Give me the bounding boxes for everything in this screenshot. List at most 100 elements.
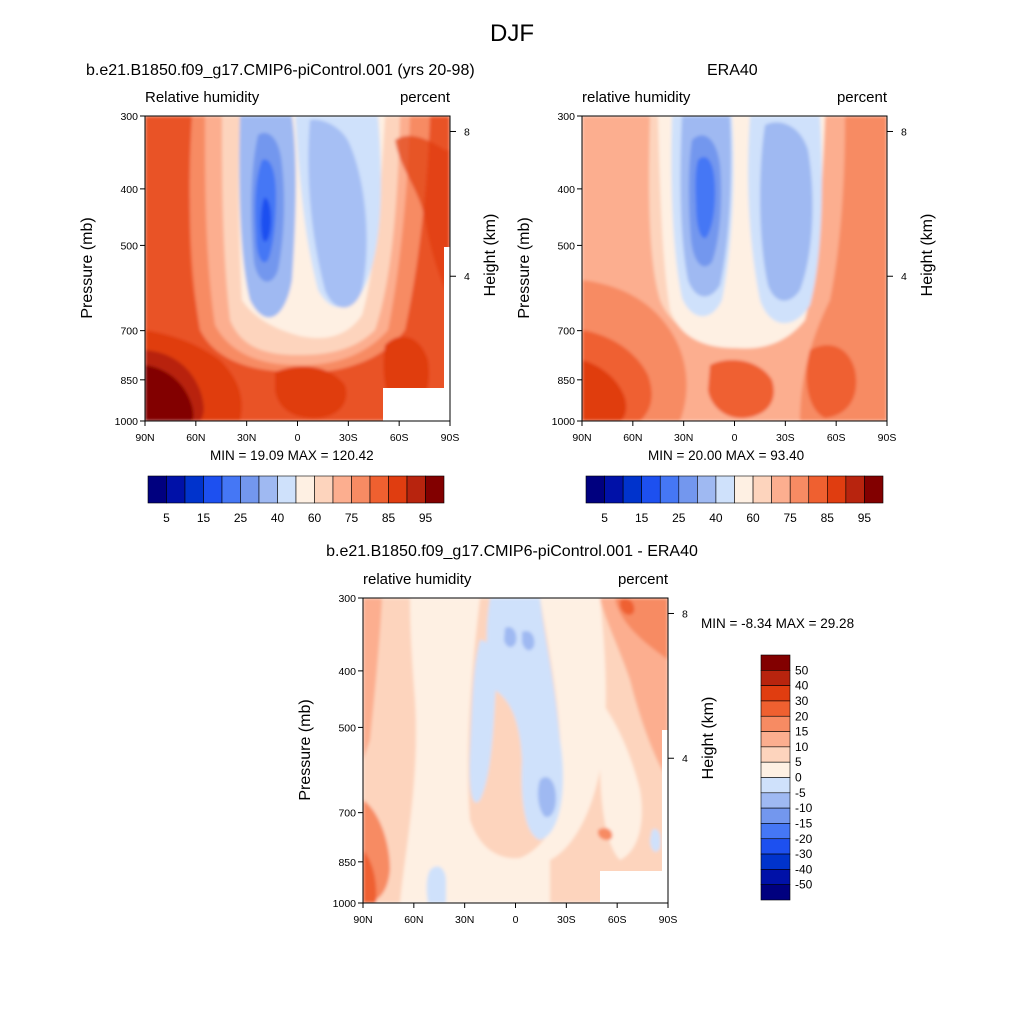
units-label-diff: percent xyxy=(617,571,668,588)
x-tick-label-diff: 90N xyxy=(353,914,372,926)
colorbar-box xyxy=(388,475,408,504)
pressure-tick-label-obs: 700 xyxy=(557,326,575,338)
x-tick-label-obs: 0 xyxy=(732,432,738,444)
x-tick-label-model: 30N xyxy=(237,432,256,444)
pressure-tick-label-diff: 300 xyxy=(338,593,356,605)
colorbar-label: -15 xyxy=(795,816,813,830)
colorbar-box xyxy=(760,853,791,870)
x-tick-label-diff: 60S xyxy=(608,914,627,926)
height-tick-label-obs: 8 xyxy=(901,126,907,138)
colorbar-box xyxy=(760,731,791,748)
x-tick-label-model: 30S xyxy=(339,432,358,444)
colorbar-label: 95 xyxy=(419,511,433,525)
colorbar-layer: 5 15 25 40 60 75 85 95 5 15 25 40 60 75 85 955040302015… xyxy=(147,475,884,901)
height-tick-label-model: 4 xyxy=(464,271,470,283)
pressure-tick-label-obs: 500 xyxy=(557,240,575,252)
colorbar-box xyxy=(295,475,315,504)
height-tick-label-obs: 4 xyxy=(901,271,907,283)
colorbar-label: 5 xyxy=(601,511,608,525)
variable-label-diff: relative humidity xyxy=(363,571,472,588)
colorbar-box xyxy=(760,654,791,671)
colorbar-label: 75 xyxy=(784,511,798,525)
colorbar-box xyxy=(678,475,698,504)
pressure-tick-label-obs: 400 xyxy=(557,184,575,196)
colorbar-box xyxy=(760,838,791,855)
panel-title-model: b.e21.B1850.f09_g17.CMIP6-piControl.001 … xyxy=(86,62,475,79)
colorbar-label: 85 xyxy=(382,511,396,525)
colorbar-box xyxy=(203,475,223,504)
panel-title-diff: b.e21.B1850.f09_g17.CMIP6-piControl.001 … xyxy=(326,543,698,560)
colorbar-box xyxy=(771,475,791,504)
ylabel-diff: Pressure (mb) xyxy=(297,699,314,800)
colorbar-box xyxy=(277,475,297,504)
ylabel-model: Pressure (mb) xyxy=(79,217,96,318)
colorbar-label: 95 xyxy=(858,511,872,525)
x-tick-label-obs: 30S xyxy=(776,432,795,444)
pressure-tick-label-model: 700 xyxy=(120,326,138,338)
stats-model: MIN = 19.09 MAX = 120.42 xyxy=(210,448,374,463)
colorbar-box xyxy=(184,475,204,504)
colorbar-label: 50 xyxy=(795,663,809,677)
variable-label-obs: relative humidity xyxy=(582,89,691,106)
colorbar-label: -40 xyxy=(795,862,813,876)
colorbar-label: -10 xyxy=(795,801,813,815)
colorbar-box xyxy=(332,475,352,504)
x-tick-label-diff: 0 xyxy=(513,914,519,926)
colorbar-box xyxy=(604,475,624,504)
colorbar-label: 25 xyxy=(672,511,686,525)
colorbar-label: 5 xyxy=(163,511,170,525)
x-tick-label-obs: 30N xyxy=(674,432,693,444)
colorbar-box xyxy=(147,475,167,504)
colorbar-box xyxy=(760,869,791,885)
colorbar-box xyxy=(425,475,445,504)
colorbar-box xyxy=(715,475,735,504)
x-tick-label-obs: 60S xyxy=(827,432,846,444)
colorbar-label: 40 xyxy=(709,511,723,525)
colorbar-box xyxy=(760,670,791,686)
colorbar-model: 5 15 25 40 60 75 85 95 xyxy=(147,475,445,525)
pressure-tick-label-model: 850 xyxy=(120,375,138,387)
colorbar-label: 5 xyxy=(795,755,802,769)
colorbar-box xyxy=(760,700,791,717)
pressure-tick-label-obs: 300 xyxy=(557,111,575,123)
colorbar-box xyxy=(314,475,334,504)
colorbar-box xyxy=(166,475,186,504)
x-tick-label-model: 60S xyxy=(390,432,409,444)
colorbar-box xyxy=(760,884,791,901)
panel-title-obs: ERA40 xyxy=(707,62,758,79)
x-tick-label-model: 90N xyxy=(135,432,154,444)
colorbar-box xyxy=(789,475,810,504)
colorbar-label: 75 xyxy=(345,511,359,525)
height-tick-label-model: 8 xyxy=(464,126,470,138)
colorbar-label: 85 xyxy=(821,511,835,525)
colorbar-box xyxy=(760,715,791,732)
x-tick-label-obs: 90S xyxy=(878,432,897,444)
colorbar-box xyxy=(760,807,791,824)
colorbar-label: -5 xyxy=(795,786,806,800)
units-label-model: percent xyxy=(399,89,450,106)
colorbar-box xyxy=(760,761,791,778)
y2label-obs: Height (km) xyxy=(919,214,936,297)
colorbar-box xyxy=(752,475,772,504)
stats-diff: MIN = -8.34 MAX = 29.28 xyxy=(701,616,855,631)
x-tick-label-obs: 90N xyxy=(572,432,591,444)
pressure-tick-label-model: 300 xyxy=(120,111,138,123)
pressure-tick-label-diff: 500 xyxy=(338,722,356,734)
colorbar-label: 0 xyxy=(795,771,802,785)
colorbar-box xyxy=(622,475,642,504)
colorbar-box xyxy=(585,475,605,504)
pressure-tick-label-model: 400 xyxy=(120,184,138,196)
pressure-tick-label-diff: 700 xyxy=(338,808,356,820)
colorbar-label: 30 xyxy=(795,694,809,708)
colorbar-label: 15 xyxy=(197,511,211,525)
colorbar-label: 20 xyxy=(795,709,809,723)
colorbar-label: 60 xyxy=(308,511,322,525)
pressure-tick-label-model: 1000 xyxy=(115,416,139,428)
variable-label-model: Relative humidity xyxy=(145,89,260,106)
colorbar-label: 40 xyxy=(795,679,809,693)
stats-obs: MIN = 20.00 MAX = 93.40 xyxy=(648,448,805,463)
colorbar-box xyxy=(864,475,884,504)
colorbar-label: 15 xyxy=(635,511,649,525)
colorbar-label: -20 xyxy=(795,832,813,846)
